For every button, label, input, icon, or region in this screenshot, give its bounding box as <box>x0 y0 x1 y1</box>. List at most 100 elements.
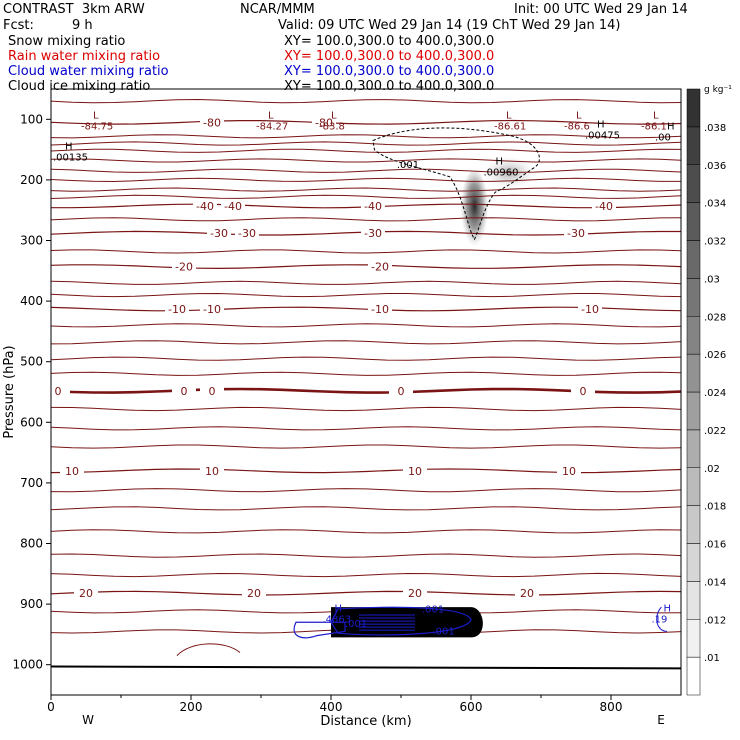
contour-label: -40 <box>364 200 382 213</box>
contour-label-bg <box>200 302 224 314</box>
contour-label-bg <box>207 227 231 239</box>
temperature-contour <box>50 488 682 493</box>
colorbar-tick-label: .036 <box>704 161 726 172</box>
field-xy-cloud-water: XY= 100.0,300.0 to 400.0,300.0 <box>284 64 495 79</box>
field-xy-rain: XY= 100.0,300.0 to 400.0,300.0 <box>284 49 495 64</box>
contour-label: 0 <box>580 385 587 398</box>
low-marker: L <box>268 111 274 122</box>
contour-label-bg <box>172 384 196 396</box>
temperature-contour <box>50 187 682 192</box>
temperature-contour <box>50 356 682 361</box>
x-tick-label: 800 <box>600 700 623 714</box>
colorbar-tick-label: .024 <box>704 388 726 399</box>
y-tick-label: 900 <box>20 597 43 611</box>
temperature-contour <box>50 323 682 328</box>
temperature-contour-20 <box>50 590 682 596</box>
cloud-water-contour-west <box>293 621 346 639</box>
colorbar-swatch <box>686 316 701 355</box>
temperature-contour <box>50 444 682 449</box>
temperature-contour <box>50 280 682 285</box>
contour-label: 20 <box>247 587 261 600</box>
high-marker: H <box>335 603 343 614</box>
colorbar-tick-label: .01 <box>704 653 720 664</box>
contour-label: 0 <box>181 385 188 398</box>
colorbar-swatch <box>686 581 701 620</box>
low-marker: L <box>653 111 659 122</box>
colorbar-tick-label: .022 <box>704 426 726 437</box>
contour-label-bg <box>389 384 413 396</box>
contour-label: 0 <box>55 385 62 398</box>
temperature-contour <box>50 168 682 173</box>
high-marker: H <box>597 120 605 131</box>
east-label: E <box>657 713 665 727</box>
contour-label-bg <box>193 199 217 211</box>
extremum-value: .00475 <box>585 131 620 142</box>
temperature-contour--80 <box>50 119 682 125</box>
colorbar-swatch <box>686 202 701 241</box>
temperature-contour <box>50 134 682 139</box>
y-axis-title: Pressure (hPa) <box>2 345 17 438</box>
contour-label: -30 <box>238 227 256 240</box>
y-tick-label: 300 <box>20 234 43 248</box>
x-axis-title: Distance (km) <box>320 714 411 729</box>
contour-label-bg <box>235 227 259 239</box>
contour-label: 20 <box>520 587 534 600</box>
temperature-contour <box>50 506 682 511</box>
high-marker: H <box>664 603 672 614</box>
field-name-snow: Snow mixing ratio <box>8 34 126 49</box>
cloud-water-label: .001 <box>422 605 444 616</box>
colorbar-tick-label: .028 <box>704 312 726 323</box>
colorbar-unit: g kg⁻¹ <box>704 85 732 95</box>
temperature-contour <box>50 426 682 431</box>
extremum-value: -83.8 <box>319 122 345 133</box>
colorbar-swatch <box>686 164 701 203</box>
contour-label: -20 <box>371 261 389 274</box>
contour-label: -40 <box>595 200 613 213</box>
high-marker: H <box>65 141 73 152</box>
low-marker: L <box>93 111 99 122</box>
cloud-water-label: .001 <box>433 626 455 637</box>
plot-frame <box>50 88 682 696</box>
contour-label: -40 <box>224 200 242 213</box>
extremum-value: -86.6 <box>564 122 590 133</box>
contour-label: 10 <box>408 465 422 478</box>
contour-label-bg <box>165 302 189 314</box>
temperature-contour-10 <box>50 468 682 474</box>
contour-label-bg <box>403 464 427 476</box>
contour-label: -40 <box>196 200 214 213</box>
contour-label: -20 <box>175 261 193 274</box>
contour-label: 10 <box>562 465 576 478</box>
terrain-contour <box>176 643 241 656</box>
contour-label: 0 <box>209 385 216 398</box>
temperature-contour <box>50 148 682 153</box>
temperature-contour <box>50 194 682 199</box>
contour-label-bg <box>361 199 385 211</box>
contour-label: -30 <box>210 227 228 240</box>
temperature-contour <box>50 292 682 298</box>
extremum-value: .4863 <box>323 614 352 625</box>
field-name-cloud-ice: Cloud ice mixing ratio <box>8 79 151 94</box>
colorbar-swatch <box>686 619 701 658</box>
temperature-contour <box>50 553 682 558</box>
y-tick-label: 700 <box>20 476 43 490</box>
contour-label-bg <box>571 384 595 396</box>
colorbar-tick-label: .012 <box>704 615 726 626</box>
colorbar-swatch <box>686 391 701 431</box>
low-marker: L <box>576 111 582 122</box>
colorbar-swatch <box>686 656 701 696</box>
contour-label: -10 <box>581 303 599 316</box>
valid-time: Valid: 09 UTC Wed 29 Jan 14 (19 ChT Wed … <box>278 18 621 33</box>
temperature-contour <box>50 340 682 345</box>
colorbar-swatch <box>686 278 701 317</box>
x-tick-label: 600 <box>460 700 483 714</box>
contour-label: -30 <box>364 227 382 240</box>
y-tick-label: 400 <box>20 294 43 308</box>
colorbar-tick-label: .026 <box>704 350 726 361</box>
colorbar-swatch <box>686 126 701 165</box>
field-name-cloud-water: Cloud water mixing ratio <box>8 64 169 79</box>
contour-label: -80 <box>315 116 333 129</box>
field-xy-snow: XY= 100.0,300.0 to 400.0,300.0 <box>284 34 495 49</box>
temperature-contour--20 <box>50 264 682 270</box>
contour-label-bg <box>242 587 266 599</box>
forecast-label: Fcst: <box>3 18 34 33</box>
